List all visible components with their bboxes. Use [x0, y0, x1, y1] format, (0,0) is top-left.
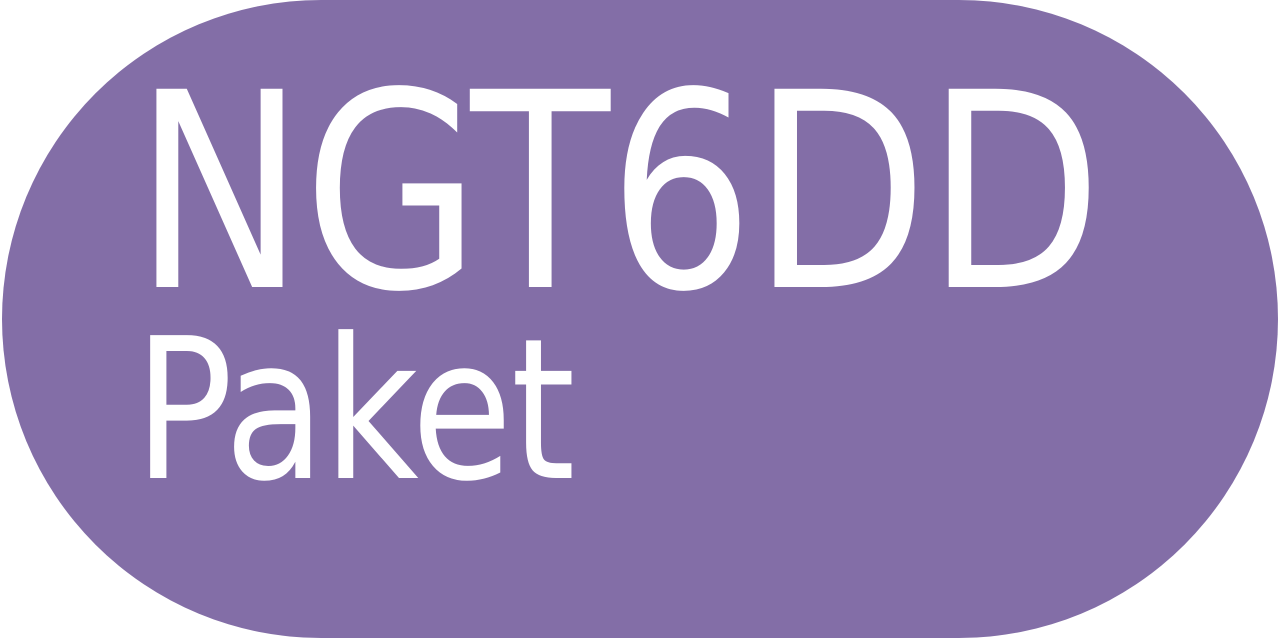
badge-title: NGT6DD: [134, 36, 1102, 352]
badge-subtitle: Paket: [134, 297, 575, 525]
